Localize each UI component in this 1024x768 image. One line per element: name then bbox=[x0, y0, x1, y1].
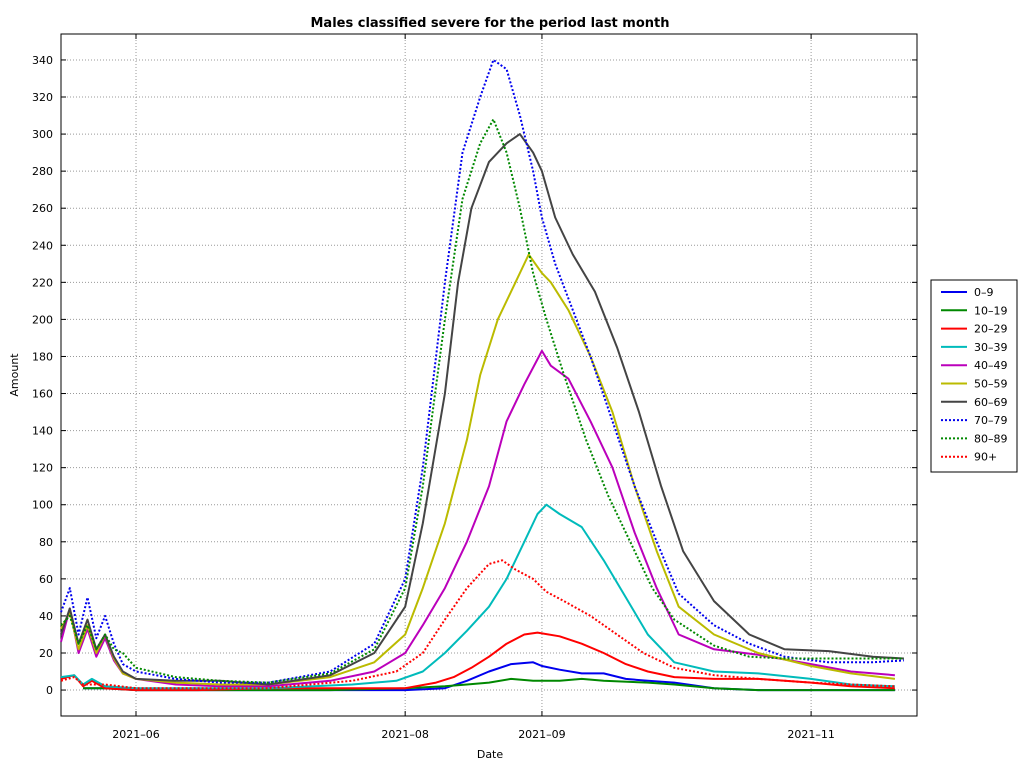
series-line-10 bbox=[60, 559, 895, 690]
y-tick-label: 200 bbox=[32, 313, 53, 326]
legend: 0–9 10–19 20–29 30–39 40–49 50–59 60–69 70–79 80… bbox=[930, 279, 1018, 473]
legend-label-1: 0–9 bbox=[974, 286, 994, 299]
legend-label-3: 20–29 bbox=[974, 323, 1008, 336]
y-tick-label: 300 bbox=[32, 128, 53, 141]
legend-label-6: 50–59 bbox=[974, 378, 1008, 391]
legend-label-4: 30–39 bbox=[974, 341, 1008, 354]
x-axis-label: Date bbox=[477, 748, 504, 761]
y-tick-label: 340 bbox=[32, 54, 53, 67]
legend-label-2: 10–19 bbox=[974, 304, 1008, 317]
legend-label-8: 70–79 bbox=[974, 414, 1008, 427]
legend-label-9: 80–89 bbox=[974, 432, 1008, 445]
series-line-4 bbox=[60, 503, 895, 690]
chart-title: Males classified severe for the period l… bbox=[311, 16, 670, 31]
grid bbox=[61, 34, 917, 716]
legend-label-7: 60–69 bbox=[974, 396, 1008, 409]
y-axis: 0 20 40 60 80 100 120 140 160 180 200 220 240 260 280 3… bbox=[32, 54, 917, 697]
x-tick-label: 2021–08 bbox=[381, 728, 429, 741]
plot-area bbox=[60, 33, 918, 717]
legend-label-10: 90+ bbox=[974, 451, 997, 464]
series-layer bbox=[60, 58, 904, 692]
legend-label-5: 40–49 bbox=[974, 359, 1008, 372]
x-tick-label: 2021–06 bbox=[112, 728, 160, 741]
y-tick-label: 260 bbox=[32, 202, 53, 215]
y-tick-label: 80 bbox=[39, 536, 53, 549]
y-axis-label: Amount bbox=[8, 353, 21, 397]
y-tick-label: 100 bbox=[32, 499, 53, 512]
y-tick-label: 180 bbox=[32, 350, 53, 363]
series-line-5 bbox=[60, 349, 895, 688]
y-tick-label: 240 bbox=[32, 239, 53, 252]
y-tick-label: 40 bbox=[39, 610, 53, 623]
y-tick-label: 140 bbox=[32, 425, 53, 438]
y-tick-label: 280 bbox=[32, 165, 53, 178]
legend-box bbox=[930, 279, 1018, 473]
y-tick-label: 220 bbox=[32, 276, 53, 289]
x-tick-label: 2021–09 bbox=[518, 728, 566, 741]
y-tick-label: 60 bbox=[39, 573, 53, 586]
series-line-9 bbox=[60, 118, 904, 684]
x-axis: 2021–06 2021–08 2021–09 2021–11 bbox=[112, 34, 835, 741]
series-line-7 bbox=[60, 133, 904, 686]
y-tick-label: 320 bbox=[32, 91, 53, 104]
series-line-8 bbox=[60, 58, 904, 684]
x-tick-label: 2021–11 bbox=[787, 728, 835, 741]
series-line-3 bbox=[60, 631, 895, 692]
y-tick-label: 120 bbox=[32, 462, 53, 475]
y-tick-label: 0 bbox=[46, 684, 53, 697]
y-tick-label: 20 bbox=[39, 647, 53, 660]
y-tick-label: 160 bbox=[32, 388, 53, 401]
